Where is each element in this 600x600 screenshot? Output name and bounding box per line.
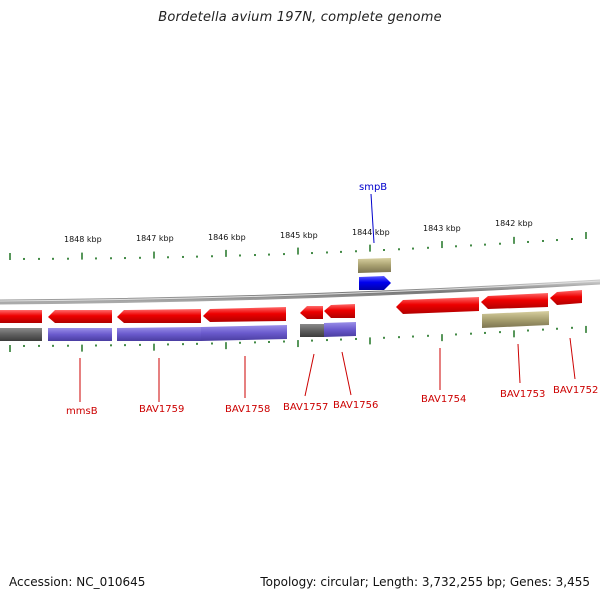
gene-label-smpB[interactable]: smpB [359,182,387,193]
genome-backbone [0,279,600,305]
minus-strand-track [0,290,582,323]
gene-label-BAV1754[interactable]: BAV1754 [421,394,466,405]
gene-label-BAV1752[interactable]: BAV1752 [553,385,598,396]
BAV1756-leader-line [341,351,352,396]
gene-BAV1754[interactable] [396,297,479,314]
BAV1752-leader-line [569,337,576,380]
feature-BAV1759[interactable] [117,327,201,341]
gene-left-edge[interactable] [0,310,42,323]
feature-mmsB[interactable] [48,328,112,341]
tick-label-1842: 1842 kbp [495,219,533,228]
gene-BAV1753[interactable] [481,293,548,309]
tick-label-1848: 1848 kbp [64,235,102,244]
smpB-rna-feature[interactable] [358,258,391,273]
gene-label-BAV1756[interactable]: BAV1756 [333,400,378,411]
gene-label-BAV1758[interactable]: BAV1758 [225,404,270,415]
tick-label-1844: 1844 kbp [352,228,390,237]
gene-label-BAV1759[interactable]: BAV1759 [139,404,184,415]
feature-BAV1758[interactable] [201,325,287,341]
tick-label-1843: 1843 kbp [423,224,461,233]
genome-summary-text: Topology: circular; Length: 3,732,255 bp… [260,575,590,589]
gene-BAV1757[interactable] [300,306,323,319]
tick-label-1847: 1847 kbp [136,234,174,243]
minus-labels: mmsB BAV1759 BAV1758 BAV1757 BAV1756 BAV… [66,337,598,417]
gene-BAV1758[interactable] [203,307,286,322]
feature-left-edge[interactable] [0,328,42,341]
gene-label-mmsB[interactable]: mmsB [66,406,98,417]
gene-label-BAV1757[interactable]: BAV1757 [283,402,328,413]
BAV1753-leader-line [517,343,521,384]
tick-label-1846: 1846 kbp [208,233,246,242]
genome-title: Bordetella avium 197N, complete genome [158,10,442,25]
feature-BAV1753[interactable] [482,311,549,328]
feature-track [0,311,549,341]
tick-label-1845: 1845 kbp [280,231,318,240]
ruler-labels: 1848 kbp 1847 kbp 1846 kbp 1845 kbp 1844… [64,219,533,244]
gene-label-BAV1753[interactable]: BAV1753 [500,389,545,400]
smpB-leader-line [370,193,375,244]
upper-tick-ruler [9,232,587,260]
gene-mmsB[interactable] [48,310,112,323]
gene-BAV1756[interactable] [324,304,355,318]
gene-smpB[interactable] [359,276,391,290]
gene-BAV1759[interactable] [117,309,201,323]
lower-tick-ruler [9,325,587,352]
gene-BAV1752[interactable] [550,290,582,305]
plus-strand-track [358,258,391,290]
accession-text: Accession: NC_010645 [9,575,146,589]
feature-BAV1756[interactable] [324,322,356,337]
BAV1757-leader-line [304,353,315,397]
feature-BAV1757[interactable] [300,324,324,337]
